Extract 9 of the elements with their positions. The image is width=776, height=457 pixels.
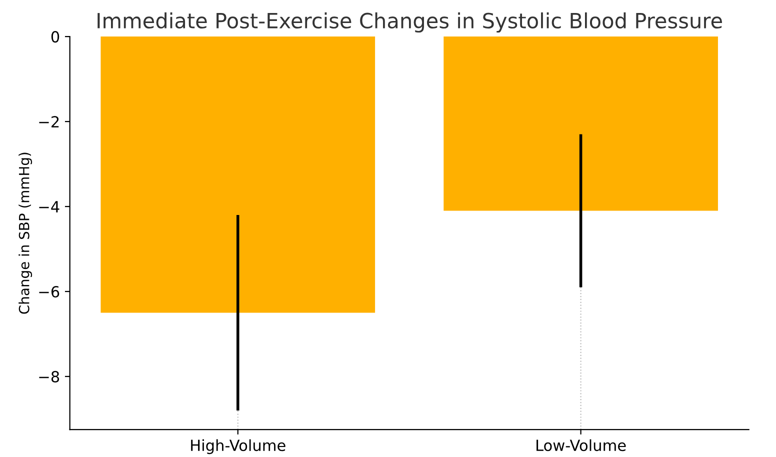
x-tick-label: Low-Volume (536, 439, 626, 452)
y-axis-title: Change in SBP (mmHg) (18, 152, 32, 314)
y-tick-label: 0 (51, 31, 60, 43)
chart-title: Immediate Post-Exercise Changes in Systolic Blood Pressure (98, 12, 722, 33)
y-tick-label: −4 (39, 201, 60, 212)
y-tick-label: −6 (39, 286, 60, 298)
x-tick-label: High-Volume (191, 439, 286, 454)
y-tick-label: −8 (39, 370, 60, 382)
y-tick-label: −2 (39, 116, 59, 128)
